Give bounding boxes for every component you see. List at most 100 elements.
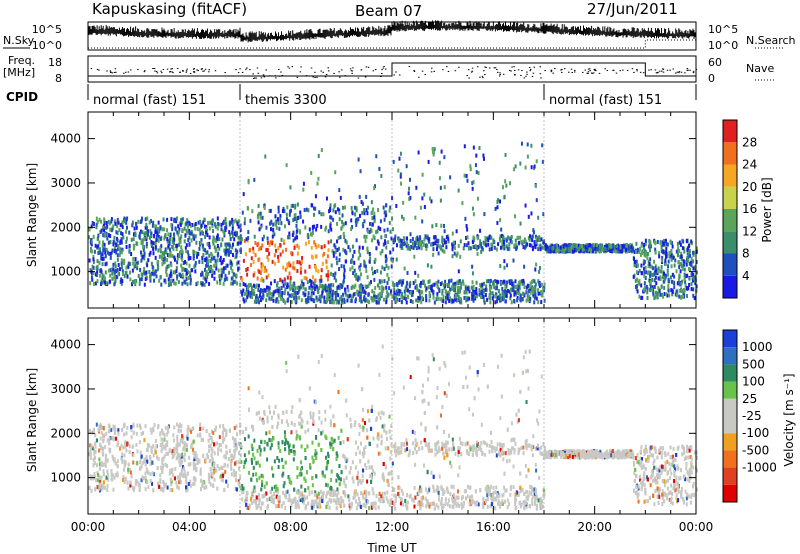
data-cell [219, 281, 222, 286]
data-cell [358, 289, 361, 294]
data-cell [439, 185, 442, 190]
data-cell [405, 300, 408, 305]
data-cell [356, 289, 359, 294]
data-cell [192, 253, 195, 258]
data-cell [159, 225, 162, 230]
data-cell [284, 300, 287, 305]
data-cell [657, 276, 660, 281]
data-cell [355, 238, 358, 243]
data-cell [440, 281, 443, 286]
data-cell [395, 257, 398, 262]
data-cell [224, 251, 227, 256]
data-cell [494, 279, 497, 284]
data-cell [459, 239, 462, 244]
data-cell [472, 212, 475, 217]
nave-dot [189, 72, 192, 74]
data-cell [510, 300, 513, 305]
data-cell [394, 234, 397, 239]
data-cell [516, 236, 519, 241]
data-cell [635, 264, 638, 269]
data-cell [341, 205, 344, 210]
data-cell [410, 293, 413, 298]
data-cell [533, 164, 536, 169]
data-cell [572, 243, 575, 248]
data-cell [457, 295, 460, 300]
data-cell [656, 239, 659, 244]
data-cell [436, 295, 439, 300]
data-cell [310, 279, 313, 284]
data-cell [337, 284, 340, 289]
data-cell [307, 240, 310, 245]
nave-dot [431, 67, 433, 69]
nave-dot [152, 68, 154, 70]
data-cell [502, 292, 505, 297]
data-cell [399, 151, 402, 156]
data-cell [208, 253, 211, 258]
data-cell [262, 292, 265, 297]
data-cell [443, 223, 446, 228]
nave-dot [648, 69, 650, 71]
data-cell [381, 285, 384, 290]
data-cell [101, 226, 104, 231]
nave-dot [320, 70, 323, 72]
data-cell [165, 266, 168, 271]
data-cell [180, 217, 183, 222]
nsearch-trace [88, 39, 696, 49]
data-cell [492, 284, 495, 289]
data-cell [395, 289, 398, 294]
data-cell [300, 283, 303, 288]
data-cell [477, 245, 480, 250]
data-cell [409, 290, 412, 295]
data-cell [412, 245, 415, 250]
data-cell [304, 225, 307, 230]
nave-dot [587, 71, 590, 73]
data-cell [311, 275, 314, 280]
data-cell [251, 295, 254, 300]
data-cell [449, 298, 452, 303]
data-cell [191, 222, 194, 227]
data-cell [555, 243, 558, 248]
data-cell [296, 260, 299, 265]
nave-dot [263, 76, 266, 78]
data-cell [528, 243, 531, 248]
data-cell [346, 293, 349, 298]
data-cell [658, 289, 661, 294]
freq-tick-high: 18 [48, 56, 62, 69]
data-cell [144, 231, 147, 236]
data-cell [501, 245, 504, 250]
data-cell [246, 205, 249, 210]
data-cell [432, 150, 435, 155]
data-cell [310, 287, 313, 292]
data-cell [169, 273, 172, 278]
data-cell [653, 272, 656, 277]
data-cell [258, 227, 261, 232]
data-cell [185, 268, 188, 273]
data-cell [231, 234, 234, 239]
data-cell [409, 281, 412, 286]
data-cell [656, 269, 659, 274]
data-cell [312, 291, 315, 296]
data-cell [175, 243, 178, 248]
data-cell [220, 267, 223, 272]
data-cell [287, 291, 290, 296]
data-cell [230, 281, 233, 286]
data-cell [367, 292, 370, 297]
data-cell [417, 295, 420, 300]
data-cell [97, 233, 100, 238]
data-cell [292, 288, 295, 293]
nave-dot [567, 71, 570, 73]
data-cell [208, 281, 211, 286]
data-cell [459, 296, 462, 301]
data-cell [496, 296, 499, 301]
data-cell [468, 289, 471, 294]
data-cell [158, 229, 161, 234]
data-cell [594, 243, 597, 248]
data-cell [656, 291, 659, 296]
data-cell [432, 282, 435, 287]
data-cell [421, 295, 424, 300]
data-cell [542, 212, 545, 217]
data-cell [168, 247, 171, 252]
data-cell [663, 271, 666, 276]
data-cell [636, 249, 639, 254]
data-cell [311, 255, 314, 260]
